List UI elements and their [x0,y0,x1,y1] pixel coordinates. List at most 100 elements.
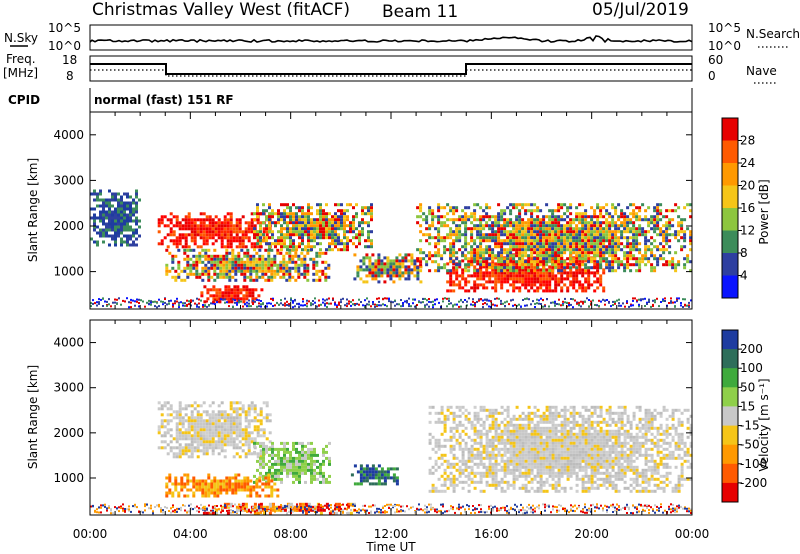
echo-cell-1-0 [175,446,179,450]
echo-cell-0-6 [611,266,615,270]
echo-cell-0-3 [240,269,244,273]
echo-cell-0-2 [542,280,546,284]
echo-cell-1-0 [163,401,167,405]
echo-cell-0-6 [455,227,459,231]
echo-cell-0-2 [479,274,483,278]
echo-cell-0-2 [584,277,588,281]
echo-cell-0-6 [605,266,609,270]
echo-cell-0-7 [105,231,108,235]
echo-cell-0-4 [346,239,349,243]
near-range-cell [554,300,556,303]
echo-cell-0-4 [319,209,322,213]
echo-cell-0-2 [509,277,513,281]
echo-cell-0-5 [371,268,375,272]
echo-cell-0-6 [422,251,426,255]
near-range-cell [542,299,544,301]
near-range-cell [320,303,322,306]
echo-cell-0-6 [476,248,480,252]
echo-cell-0-6 [680,224,684,228]
echo-cell-0-6 [560,242,564,246]
echo-cell-0-3 [264,248,268,252]
echo-cell-0-3 [318,275,322,279]
echo-cell-1-0 [172,455,176,459]
echo-cell-1-0 [193,428,197,432]
echo-cell-0-7 [108,204,111,208]
echo-cell-1-0 [193,446,197,450]
near-range-cell [532,300,534,303]
echo-cell-0-1 [239,288,243,292]
echo-cell-0-3 [249,269,253,273]
echo-cell-0-0 [178,242,182,246]
echo-cell-1-0 [223,425,227,429]
echo-cell-0-1 [233,294,237,298]
echo-cell-0-3 [285,260,289,264]
near-range-cell [296,302,298,305]
echo-cell-0-6 [626,260,630,264]
echo-cell-0-6 [452,218,456,222]
echo-cell-1-1 [452,444,456,448]
echo-cell-0-2 [557,277,561,281]
echo-cell-1-0 [265,416,269,420]
echo-cell-0-6 [560,236,564,240]
echo-cell-0-4 [340,227,343,231]
echo-cell-0-6 [473,257,477,261]
echo-cell-1-1 [467,489,471,493]
echo-cell-0-6 [605,209,609,213]
echo-cell-0-6 [464,263,468,267]
echo-cell-1-1 [512,414,516,418]
echo-cell-0-6 [581,215,585,219]
echo-cell-0-6 [560,239,564,243]
near-range-cell [126,297,128,300]
echo-cell-0-6 [563,218,567,222]
echo-cell-0-4 [319,218,322,222]
echo-cell-0-3 [306,266,310,270]
echo-cell-0-4 [334,215,337,219]
echo-cell-0-0 [199,236,203,240]
near-range-cell [250,305,252,308]
echo-cell-0-6 [578,263,582,267]
echo-cell-0-0 [226,230,230,234]
echo-cell-0-6 [518,254,522,258]
power-echo-layer [90,189,693,309]
echo-cell-1-0 [184,419,188,423]
echo-cell-0-6 [518,242,522,246]
echo-cell-1-0 [214,443,218,447]
echo-cell-1-1 [455,405,459,409]
echo-cell-1-0 [178,413,182,417]
echo-cell-0-3 [249,278,253,282]
echo-cell-0-2 [518,268,522,272]
echo-cell-0-6 [533,257,537,261]
echo-cell-0-3 [228,269,232,273]
echo-cell-1-0 [226,428,230,432]
echo-cell-1-0 [184,407,188,411]
echo-cell-1-0 [220,443,224,447]
echo-cell-1-1 [506,438,510,442]
echo-cell-0-4 [316,221,319,225]
near-range-cell [318,299,320,302]
echo-cell-0-6 [548,209,552,213]
echo-cell-0-3 [186,257,190,261]
near-range-cell [134,300,136,303]
echo-cell-0-6 [533,209,537,213]
echo-cell-1-1 [479,450,483,454]
echo-cell-0-6 [677,206,681,210]
echo-cell-0-3 [273,257,277,261]
echo-cell-0-5 [401,271,405,275]
near-range-cell [590,303,592,306]
echo-cell-0-6 [581,251,585,255]
echo-cell-0-5 [410,262,414,266]
echo-cell-0-6 [596,269,600,273]
echo-cell-0-4 [367,212,370,216]
echo-cell-0-6 [482,227,486,231]
echo-cell-1-1 [515,444,519,448]
near-range-cell [214,298,216,301]
echo-cell-0-6 [515,260,519,264]
echo-cell-0-6 [527,218,531,222]
echo-cell-1-1 [452,480,456,484]
near-range-cell [196,297,198,300]
echo-cell-0-2 [539,280,543,284]
echo-cell-1-1 [512,429,516,433]
echo-cell-0-6 [527,269,531,273]
echo-cell-1-0 [202,452,206,456]
echo-cell-0-6 [551,245,555,249]
